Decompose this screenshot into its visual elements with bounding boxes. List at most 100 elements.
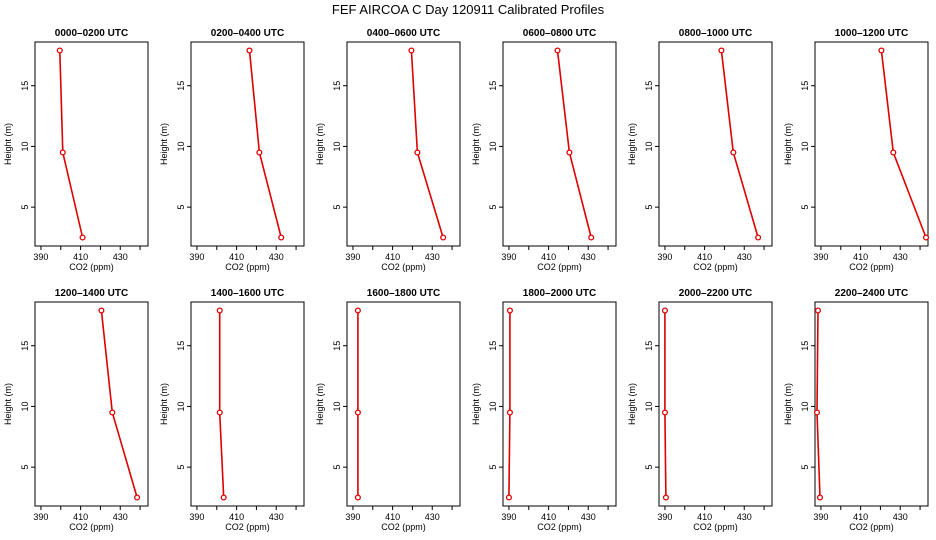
profile-line [816,310,821,498]
y-tick-label: 10 [20,141,30,151]
profile-line [100,310,138,498]
plot-frame [190,301,305,507]
y-tick-label: 5 [488,205,498,210]
panel-title: 0200–0400 UTC [211,28,284,39]
y-tick-label: 5 [20,205,30,210]
x-tick-label: 390 [501,252,516,262]
x-tick-label: 410 [697,252,712,262]
plot-frame [34,301,149,507]
x-axis-label: CO2 (ppm) [381,522,426,532]
x-axis-label: CO2 (ppm) [693,522,738,532]
panel-title: 0400–0600 UTC [367,28,440,39]
x-tick-label: 430 [269,252,284,262]
profile-point [813,409,821,416]
y-tick-label: 10 [176,141,186,151]
profile-point [134,494,141,501]
profile-point [216,409,223,416]
profile-point [890,149,897,156]
y-axis-label: Height (m) [783,383,793,425]
y-tick-label: 5 [800,205,810,210]
y-tick-label: 10 [644,141,654,151]
panel-title: 2000–2200 UTC [679,288,752,299]
x-tick-label: 430 [581,252,596,262]
y-tick-label: 10 [176,401,186,411]
profile-point [755,234,762,241]
panel-title: 1000–1200 UTC [835,28,908,39]
y-tick-label: 15 [644,81,654,91]
y-tick-label: 5 [332,205,342,210]
x-tick-label: 410 [697,512,712,522]
x-tick-label: 390 [33,252,48,262]
y-tick-label: 10 [20,401,30,411]
y-tick-label: 10 [488,401,498,411]
y-tick-label: 5 [176,205,186,210]
y-tick-label: 15 [176,341,186,351]
x-tick-label: 430 [425,252,440,262]
plot-frame [190,41,305,247]
x-tick-label: 390 [189,252,204,262]
profile-point [79,234,86,241]
y-tick-label: 15 [332,81,342,91]
x-tick-label: 430 [113,512,128,522]
y-tick-label: 15 [800,341,810,351]
y-tick-label: 15 [644,341,654,351]
profile-line [556,50,592,238]
profile-point [661,409,668,416]
panel-title: 1600–1800 UTC [367,288,440,299]
plot-frame [502,301,617,507]
y-tick-label: 5 [800,465,810,470]
profile-point [730,149,737,156]
x-axis-label: CO2 (ppm) [225,262,270,272]
y-tick-label: 15 [488,81,498,91]
profile-point [354,409,361,416]
profile-point [588,234,595,241]
x-tick-label: 430 [425,512,440,522]
profile-point [506,409,513,416]
x-tick-label: 410 [385,512,400,522]
profile-point [718,47,725,54]
y-axis-label: Height (m) [627,123,637,165]
profile-point [216,307,223,314]
y-tick-label: 15 [20,341,30,351]
plot-frame [814,301,929,507]
y-tick-label: 5 [20,465,30,470]
profile-line [218,310,225,498]
y-axis-label: Height (m) [159,123,169,165]
x-axis-label: CO2 (ppm) [537,522,582,532]
profile-point [246,47,253,54]
x-tick-label: 390 [189,512,204,522]
y-tick-label: 10 [488,141,498,151]
y-tick-label: 15 [20,81,30,91]
x-tick-label: 430 [113,252,128,262]
x-axis-label: CO2 (ppm) [693,262,738,272]
profile-point [816,494,824,501]
plot-frame [502,41,617,247]
x-tick-label: 410 [853,252,868,262]
panel-title: 1400–1600 UTC [211,288,284,299]
y-tick-label: 10 [332,401,342,411]
x-tick-label: 430 [893,512,908,522]
x-tick-label: 410 [541,512,556,522]
x-tick-label: 430 [737,252,752,262]
profile-point [566,149,573,156]
x-tick-label: 410 [229,252,244,262]
x-axis-label: CO2 (ppm) [381,262,426,272]
y-tick-label: 5 [332,465,342,470]
profile-point [878,47,885,54]
panel-title: 0800–1000 UTC [679,28,752,39]
plot-frame [34,41,149,247]
profile-point [922,234,930,241]
x-tick-label: 390 [33,512,48,522]
profile-point [662,494,669,501]
x-tick-label: 430 [893,252,908,262]
profile-line [248,50,282,238]
